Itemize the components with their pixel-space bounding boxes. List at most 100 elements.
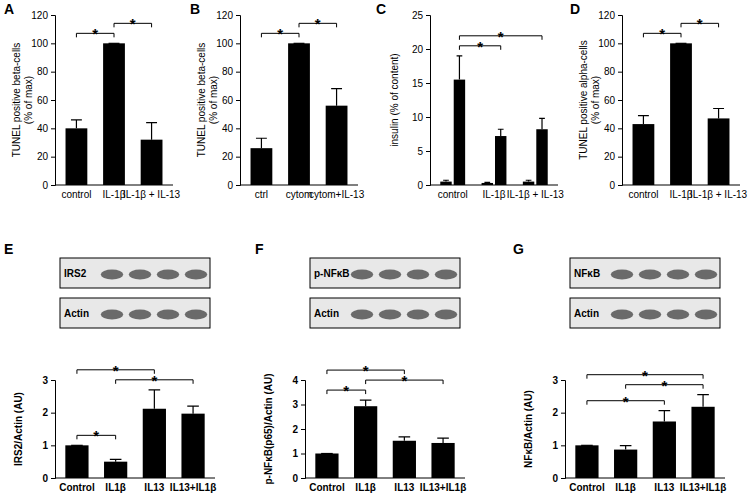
tick-mark bbox=[618, 72, 622, 73]
blot-band bbox=[435, 270, 457, 280]
panel-label: E bbox=[4, 241, 13, 257]
y-axis: 0123 bbox=[552, 375, 565, 484]
axis-title: TUNEL positive alpha-cells(% of max) bbox=[578, 40, 601, 160]
blot-band bbox=[667, 270, 689, 280]
tick-label: 80 bbox=[604, 66, 616, 77]
axis-line bbox=[55, 185, 173, 186]
error-bar bbox=[110, 459, 122, 461]
axis-line bbox=[622, 185, 740, 186]
panel: C0510152025controlIL-1βIL-1β + IL-13insu… bbox=[376, 1, 564, 200]
error-bar bbox=[498, 129, 504, 136]
tick: 1 bbox=[42, 440, 55, 451]
tick: IL13+IL1β bbox=[170, 482, 216, 493]
tick-label: IL13 bbox=[394, 482, 414, 493]
tick: IL13+IL1β bbox=[680, 482, 726, 493]
blot-band bbox=[129, 270, 151, 280]
axis-line bbox=[240, 185, 358, 186]
y-axis: 01234 bbox=[292, 375, 305, 484]
error-bar bbox=[443, 180, 449, 181]
tick-label: control bbox=[438, 189, 468, 200]
tick: 3 bbox=[552, 375, 565, 386]
tick: 40 bbox=[37, 123, 55, 134]
error-bar bbox=[71, 120, 82, 128]
plot-area bbox=[65, 390, 204, 478]
tick: 0 bbox=[552, 473, 565, 484]
tick-mark bbox=[618, 157, 622, 158]
y-axis: 020406080100120 bbox=[31, 10, 55, 191]
tick-mark bbox=[426, 49, 430, 50]
tick-label: 100 bbox=[216, 38, 233, 49]
tick-label: IL13+IL1β bbox=[680, 482, 726, 493]
tick-mark bbox=[618, 15, 622, 16]
significance-label: * bbox=[661, 377, 667, 394]
blot-band bbox=[611, 270, 633, 280]
blot-label: Actin bbox=[314, 308, 339, 319]
tick: 0 bbox=[417, 180, 430, 191]
tick: control bbox=[628, 189, 658, 200]
tick-label: 2 bbox=[292, 424, 298, 435]
x-axis: ControlIL1βIL13IL13+IL1β bbox=[55, 478, 216, 493]
panel-label: D bbox=[570, 1, 580, 17]
error-bar bbox=[360, 400, 372, 406]
tick: 100 bbox=[31, 38, 55, 49]
tick-label: 120 bbox=[216, 10, 233, 21]
blot-band bbox=[351, 310, 373, 320]
x-axis: ctrlcytomcytom+IL-13 bbox=[240, 185, 365, 200]
tick-label: 25 bbox=[412, 10, 424, 21]
tick-mark bbox=[236, 100, 240, 101]
tick: 15 bbox=[412, 78, 430, 89]
blot-band bbox=[639, 270, 661, 280]
tick-mark bbox=[301, 454, 305, 455]
plot-area bbox=[575, 395, 714, 478]
axis-title: p-NFκB(p65)/Actin (AU) bbox=[263, 373, 274, 484]
axis-line bbox=[561, 381, 566, 479]
significance-label: * bbox=[642, 367, 648, 384]
tick-label: IL-1β + IL-13 bbox=[507, 189, 565, 200]
tick-mark bbox=[51, 72, 55, 73]
significance-label: * bbox=[92, 25, 98, 42]
tick-mark bbox=[426, 15, 430, 16]
error-bar bbox=[146, 123, 157, 140]
bar bbox=[653, 421, 676, 478]
tick-mark bbox=[51, 15, 55, 16]
plot-area bbox=[66, 43, 163, 185]
tick: IL1β bbox=[615, 482, 636, 493]
bar bbox=[66, 128, 88, 185]
bar bbox=[326, 106, 348, 185]
tick: 100 bbox=[216, 38, 240, 49]
tick-label: 2 bbox=[42, 407, 48, 418]
x-axis: ControlIL1βIL13IL13+IL1β bbox=[305, 478, 466, 493]
tick: 2 bbox=[552, 407, 565, 418]
tick: 5 bbox=[417, 146, 430, 157]
significance-label: * bbox=[697, 15, 703, 32]
blot-band bbox=[435, 310, 457, 320]
tick: 0 bbox=[609, 180, 622, 191]
tick-mark bbox=[236, 15, 240, 16]
tick: Control bbox=[59, 482, 95, 493]
tick-mark bbox=[51, 478, 55, 479]
tick: 80 bbox=[604, 66, 622, 77]
significance-label: * bbox=[363, 362, 369, 379]
bar bbox=[440, 182, 451, 185]
bar bbox=[104, 462, 127, 478]
tick-label: 10 bbox=[412, 112, 424, 123]
tick-label: 20 bbox=[37, 151, 49, 162]
tick: IL13 bbox=[394, 482, 414, 493]
axis-line bbox=[236, 16, 241, 186]
tick: 1 bbox=[292, 448, 305, 459]
tick-label: 20 bbox=[222, 151, 234, 162]
tick-label: IL13+IL1β bbox=[420, 482, 466, 493]
tick-mark bbox=[618, 100, 622, 101]
panel-label: A bbox=[4, 1, 14, 17]
x-axis: controlIL-1βIL-1β + IL-13 bbox=[55, 185, 181, 200]
blot-label: p-NFκB bbox=[314, 268, 350, 279]
tick-mark bbox=[618, 185, 622, 186]
bar bbox=[393, 441, 416, 478]
y-axis: 020406080100120 bbox=[598, 10, 622, 191]
bar bbox=[495, 136, 506, 185]
tick: 0 bbox=[42, 180, 55, 191]
tick: Control bbox=[569, 482, 605, 493]
significance-label: * bbox=[113, 362, 119, 379]
panel-label: B bbox=[190, 1, 200, 17]
tick: 3 bbox=[292, 399, 305, 410]
